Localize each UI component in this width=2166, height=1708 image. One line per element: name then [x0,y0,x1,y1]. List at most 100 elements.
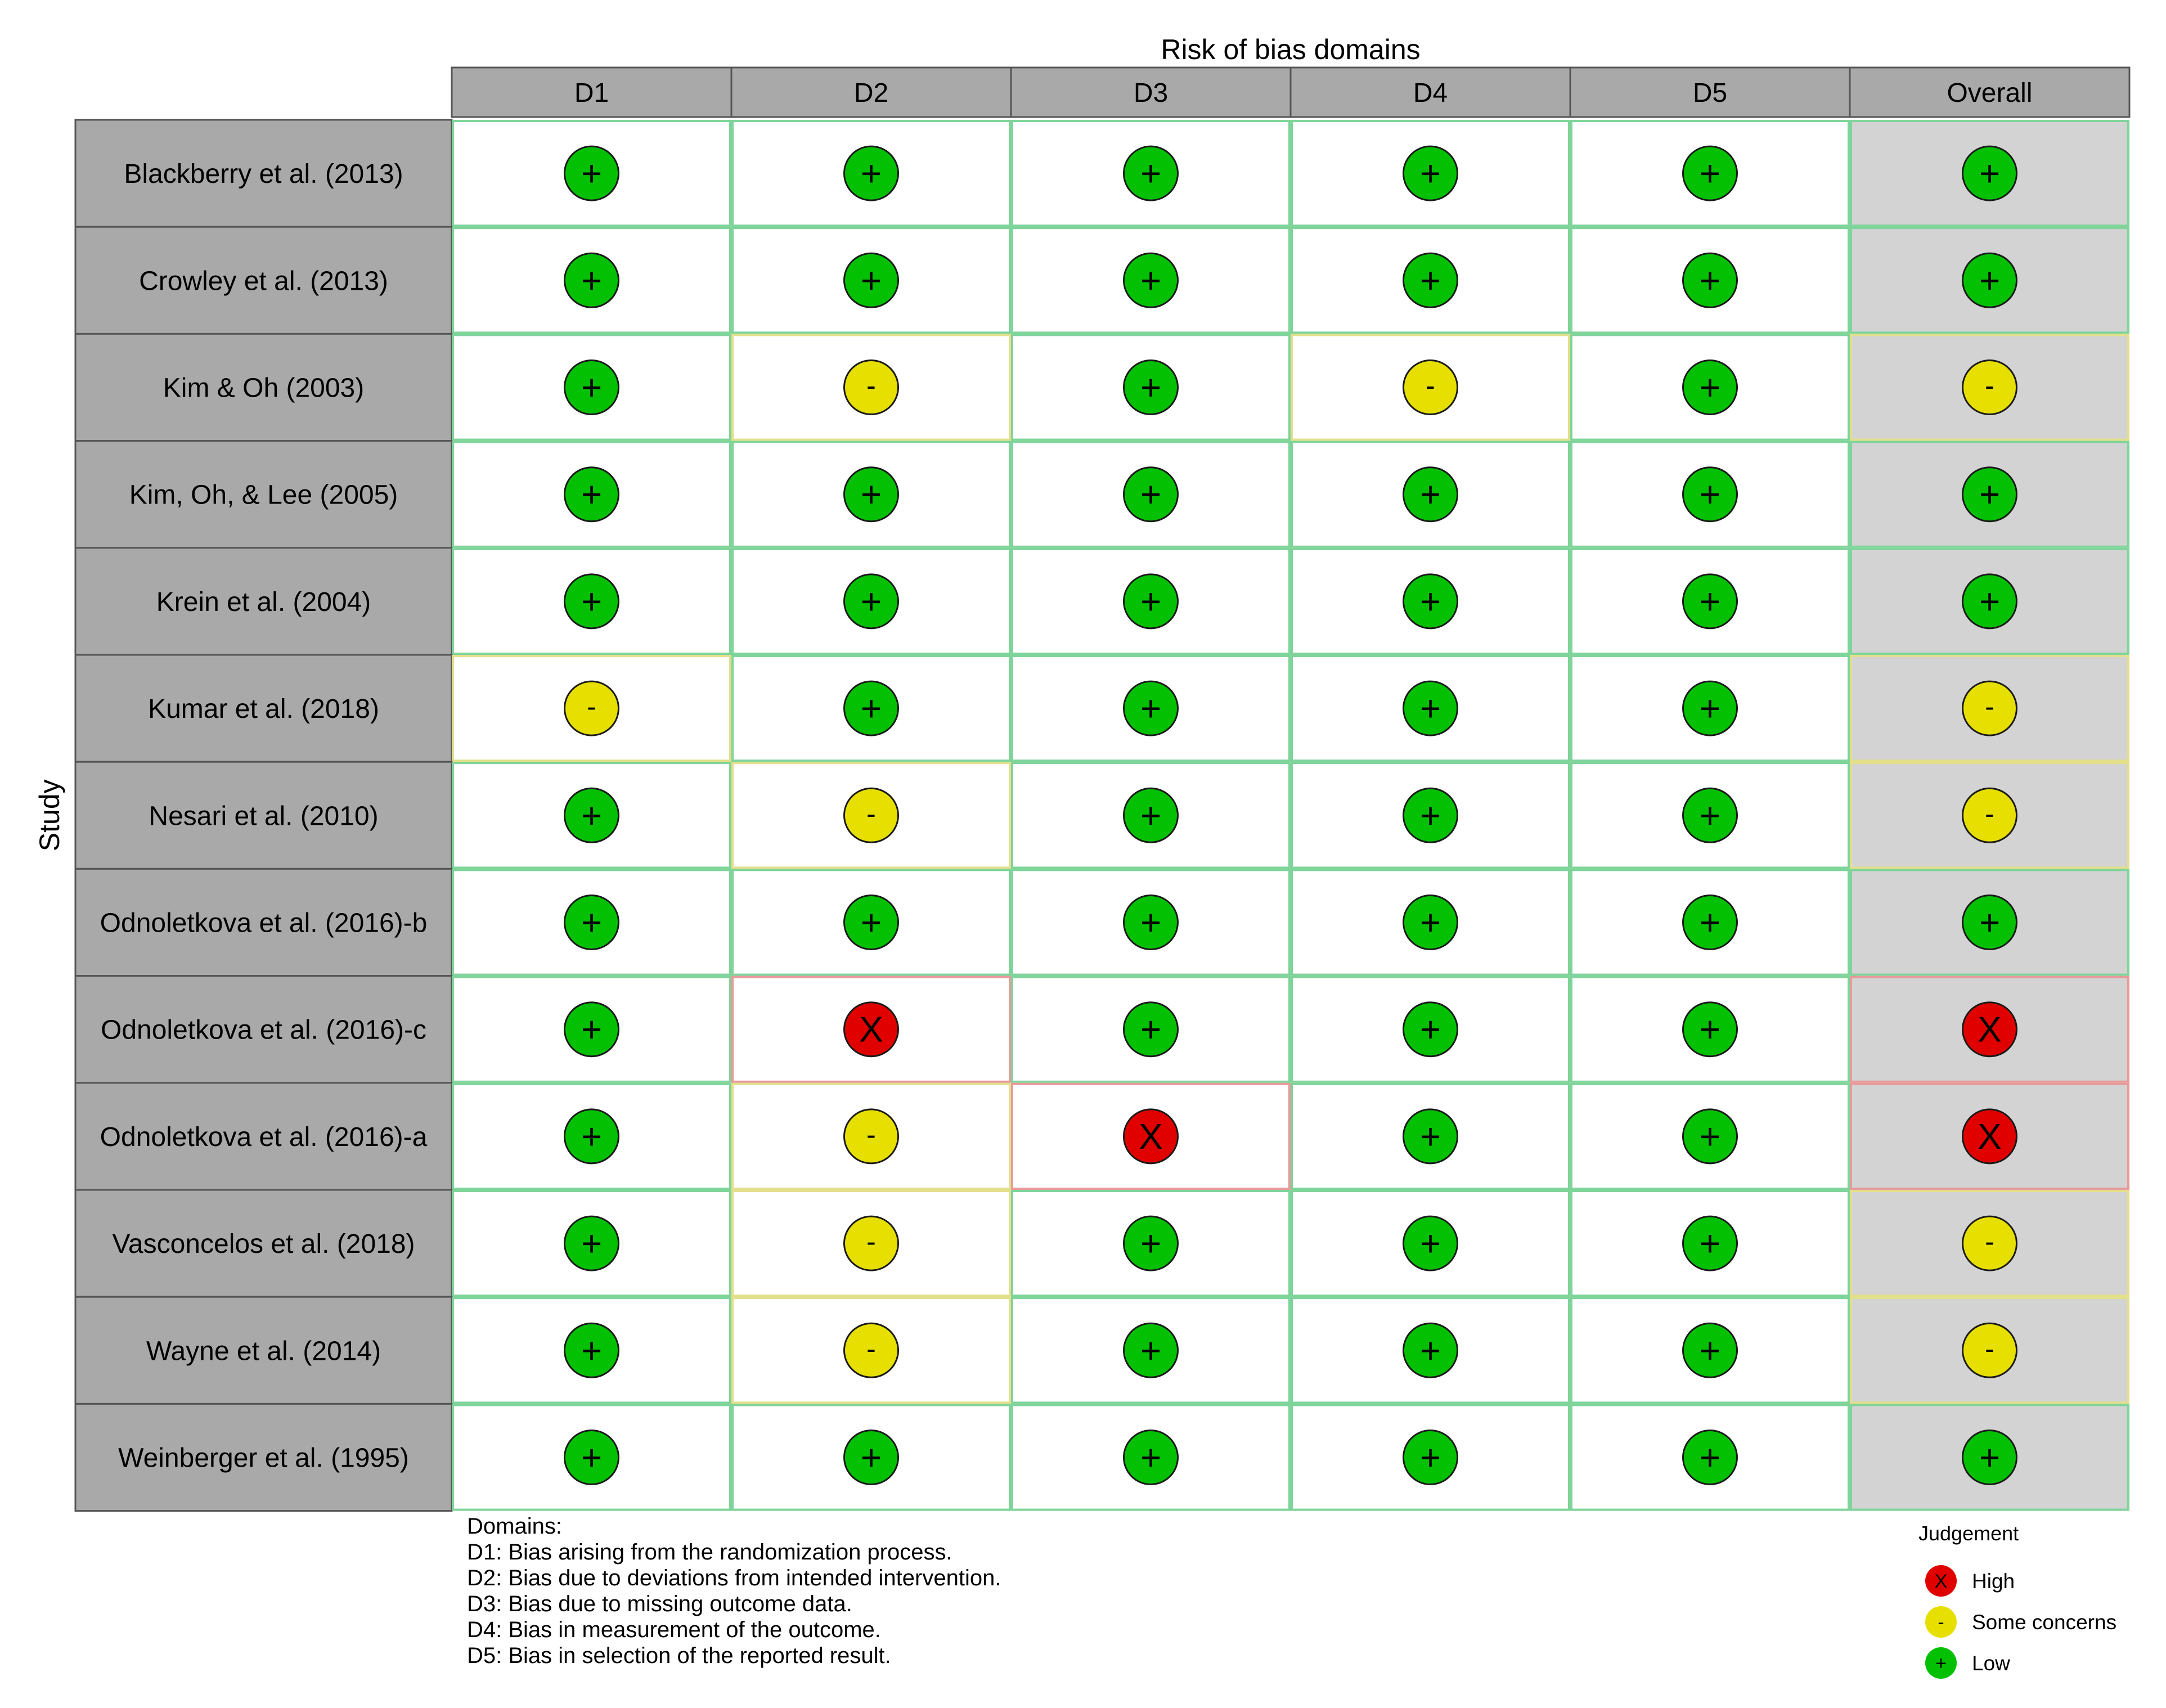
judgement-point [1403,573,1458,630]
judgement-point [1123,252,1179,308]
judgement-point [1962,1108,2017,1165]
judgement-point [564,359,619,415]
judgement-point [564,895,619,950]
judgement-symbol: + [1140,260,1161,300]
judgement-point [1123,1322,1179,1378]
judgement-point [1123,359,1179,415]
judgement-point [1682,359,1738,415]
judgement-symbol: - [866,798,876,829]
column-header-box [1849,66,2131,118]
legend-symbol: X [1935,1571,1948,1592]
judgement-point [843,359,899,415]
judgement-symbol: - [1985,798,1994,829]
legend-label: High [1972,1570,2015,1593]
judgement-symbol: + [581,1223,602,1264]
judgement-point [1123,680,1179,736]
judgement-point [1403,1108,1458,1165]
judgement-point [1962,895,2017,950]
judgement-symbol: + [1140,1437,1161,1478]
legend-marker [1925,1606,1957,1638]
judgement-point [1682,573,1738,630]
judgement-cell [452,120,731,227]
judgement-point [1403,252,1458,308]
judgement-symbol: + [861,260,882,300]
judgement-point [843,466,899,523]
column-header-box [730,66,1012,118]
judgement-symbol: + [1979,474,2000,515]
study-label: Weinberger et al. (1995) [118,1444,409,1473]
judgement-point [1403,1322,1458,1378]
y-axis-label: Study [34,779,65,851]
domains-footnote: Domains: D1: Bias arising from the rando… [467,1513,1001,1669]
column-header-label: D1 [574,78,609,108]
judgement-point [564,1215,619,1271]
column-header-label: D5 [1693,78,1727,108]
judgement-symbol: + [1420,1437,1441,1478]
judgement-symbol: + [1979,260,2000,300]
judgement-point [1403,680,1458,736]
judgement-symbol: + [1700,1009,1720,1050]
judgement-symbol: - [1985,691,1994,722]
legend-marker [1925,1647,1957,1679]
judgement-symbol: + [1700,153,1720,194]
judgement-symbol: + [1420,1330,1441,1370]
judgement-symbol: + [581,1009,602,1050]
judgement-cell [1291,869,1570,976]
judgement-symbol: + [1140,367,1161,408]
study-label: Odnoletkova et al. (2016)-b [100,909,428,938]
judgement-symbol: + [1140,795,1161,835]
study-label: Nesari et al. (2010) [149,801,378,831]
legend-symbol: + [1935,1653,1947,1674]
judgement-symbol: + [1700,367,1720,408]
judgement-point [1682,145,1738,201]
judgement-point [1682,1108,1738,1165]
judgement-symbol: + [581,1437,602,1478]
legend-symbol: - [1938,1612,1944,1633]
judgement-symbol: X [1139,1116,1163,1157]
judgement-symbol: + [1700,795,1720,835]
judgement-symbol: X [1978,1009,2002,1050]
judgement-cell [731,334,1011,441]
judgement-point [1962,1322,2017,1378]
judgement-point [1123,145,1179,201]
column-header-box [1010,66,1292,118]
domain-note-d5: D5: Bias in selection of the reported re… [467,1643,891,1668]
legend-label: Some concerns [1972,1611,2116,1634]
study-label-box [74,1082,453,1191]
judgement-symbol: + [581,795,602,835]
judgement-symbol: + [1700,260,1720,300]
judgement-symbol: - [866,370,876,402]
judgement-point [843,1430,899,1485]
judgement-symbol: + [581,260,602,300]
judgement-symbol: + [581,367,602,408]
study-label: Wayne et al. (2014) [146,1336,381,1366]
judgement-symbol: + [581,1116,602,1157]
judgement-point [1682,252,1738,308]
judgement-point [1962,573,2017,630]
judgement-symbol: - [866,1226,876,1257]
judgement-point [1962,1215,2017,1271]
judgement-point [1682,1001,1738,1058]
judgement-symbol: + [1140,581,1161,622]
study-label: Odnoletkova et al. (2016)-c [101,1015,426,1045]
judgement-point [1682,895,1738,950]
judgement-symbol: + [1979,153,2000,194]
column-header-label: D3 [1134,78,1168,108]
judgement-point [1123,1001,1179,1058]
judgement-symbol: + [861,474,882,515]
judgement-symbol: + [1140,1223,1161,1264]
judgement-symbol: + [1420,688,1441,729]
judgement-point [1403,1430,1458,1485]
judgement-point [1962,680,2017,736]
judgement-symbol: + [1700,688,1720,729]
legend-marker [1925,1565,1957,1597]
judgement-symbol: + [861,153,882,194]
judgement-symbol: + [1140,153,1161,194]
judgement-point [564,1108,619,1165]
judgement-point [843,1215,899,1271]
judgement-point [1962,787,2017,843]
judgement-symbol: + [581,1330,602,1370]
chart-title: Risk of bias domains [1161,34,1420,65]
judgement-point [1962,1001,2017,1058]
